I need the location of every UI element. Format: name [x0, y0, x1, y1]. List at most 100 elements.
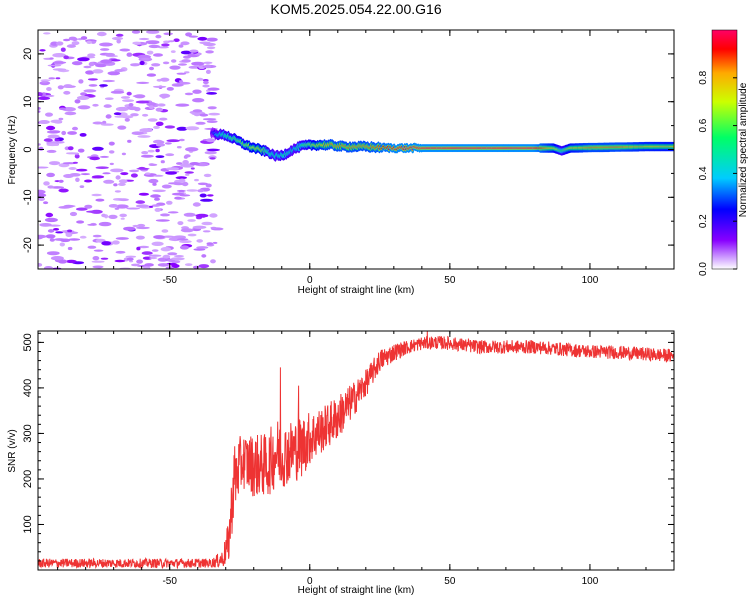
noise-blob [100, 123, 114, 126]
noise-blob [204, 64, 212, 69]
colorbar-tick-label: 0.6 [698, 118, 709, 132]
noise-blob [46, 87, 52, 91]
noise-blob [46, 125, 56, 131]
noise-blob [84, 204, 93, 209]
noise-blob [55, 77, 61, 80]
noise-blob [147, 118, 158, 122]
noise-blob [38, 263, 43, 267]
noise-blob [162, 61, 170, 65]
y-tick-label: 20 [22, 48, 34, 60]
noise-blob [114, 259, 126, 263]
x-tick-label: -50 [162, 275, 177, 286]
noise-blob [80, 36, 88, 40]
noise-blob [58, 188, 69, 193]
noise-blob [92, 146, 104, 151]
noise-blob [64, 111, 77, 116]
noise-blob [126, 257, 134, 261]
noise-blob [91, 260, 105, 263]
noise-blob [160, 247, 172, 252]
x-tick-label: 0 [307, 275, 313, 286]
noise-blob [130, 173, 138, 178]
noise-blob [155, 143, 166, 147]
noise-blob [178, 44, 184, 48]
noise-blob [113, 183, 118, 187]
noise-blob [38, 166, 49, 169]
noise-blob [206, 37, 218, 42]
noise-blob [179, 245, 190, 250]
noise-blob [197, 189, 205, 193]
noise-blob [105, 114, 112, 119]
noise-blob [151, 241, 164, 246]
noise-blob [154, 207, 161, 212]
noise-blob [46, 149, 57, 153]
noise-blob [169, 65, 181, 70]
noise-blob [108, 214, 118, 219]
y-tick-label: 10 [22, 96, 34, 108]
noise-blob [69, 211, 78, 217]
noise-blob [126, 207, 140, 210]
noise-blob [200, 198, 213, 202]
noise-blob [101, 213, 106, 218]
y-axis: -20 -10 0 10 20 [22, 29, 674, 270]
y-axis-label: Frequency (Hz) [7, 116, 18, 185]
colorbar-ticks: 0.0 0.2 0.4 0.6 0.8 [698, 70, 737, 276]
noise-blob [86, 210, 100, 213]
noise-blob [161, 184, 172, 189]
noise-blob [176, 81, 191, 85]
noise-blob [75, 168, 88, 172]
noise-blob [79, 185, 85, 189]
noise-blob [193, 248, 206, 251]
noise-blob [116, 39, 121, 44]
noise-blob [117, 125, 127, 130]
noise-blob [45, 234, 56, 239]
noise-blob [72, 161, 78, 164]
noise-blob [180, 228, 194, 233]
noise-blob [99, 84, 108, 87]
noise-blob [103, 179, 115, 184]
noise-blob [162, 235, 175, 238]
noise-blob [86, 40, 92, 44]
noise-blob [206, 120, 218, 123]
noise-blob [168, 237, 182, 242]
noise-blob [63, 90, 71, 95]
noise-blob [71, 61, 83, 66]
noise-blob [185, 126, 200, 131]
noise-blob [193, 113, 201, 117]
noise-blob [75, 207, 88, 211]
noise-blob [192, 98, 205, 103]
noise-blob [208, 112, 221, 116]
noise-blob [79, 133, 87, 137]
noise-blob [162, 254, 171, 259]
noise-blob [149, 256, 158, 260]
noise-blob [115, 175, 121, 180]
noise-blob [203, 173, 212, 178]
noise-blob [111, 36, 124, 41]
noise-blob [185, 173, 190, 176]
noise-blob [207, 194, 214, 197]
noise-blob [138, 192, 149, 196]
noise-blob [180, 50, 192, 55]
noise-blob [159, 93, 171, 99]
noise-blob [77, 57, 90, 62]
noise-blob [163, 32, 173, 36]
noise-blob [85, 70, 95, 75]
noise-blob [54, 138, 60, 142]
noise-blob [204, 151, 217, 155]
noise-blob [40, 79, 51, 82]
noise-blob [207, 106, 217, 110]
noise-blob [166, 200, 173, 205]
noise-blob [59, 107, 67, 111]
noise-blob [198, 264, 210, 269]
noise-blob [88, 61, 95, 67]
noise-blob [90, 40, 96, 44]
noise-blob [104, 97, 114, 100]
noise-blob [136, 167, 150, 170]
noise-blob [132, 95, 144, 98]
noise-blob [175, 103, 190, 107]
noise-blob [100, 59, 113, 64]
noise-blob [92, 265, 104, 269]
noise-blob [183, 212, 196, 217]
noise-blob [161, 229, 169, 233]
noise-blob [83, 89, 97, 93]
noise-blob [209, 213, 218, 218]
